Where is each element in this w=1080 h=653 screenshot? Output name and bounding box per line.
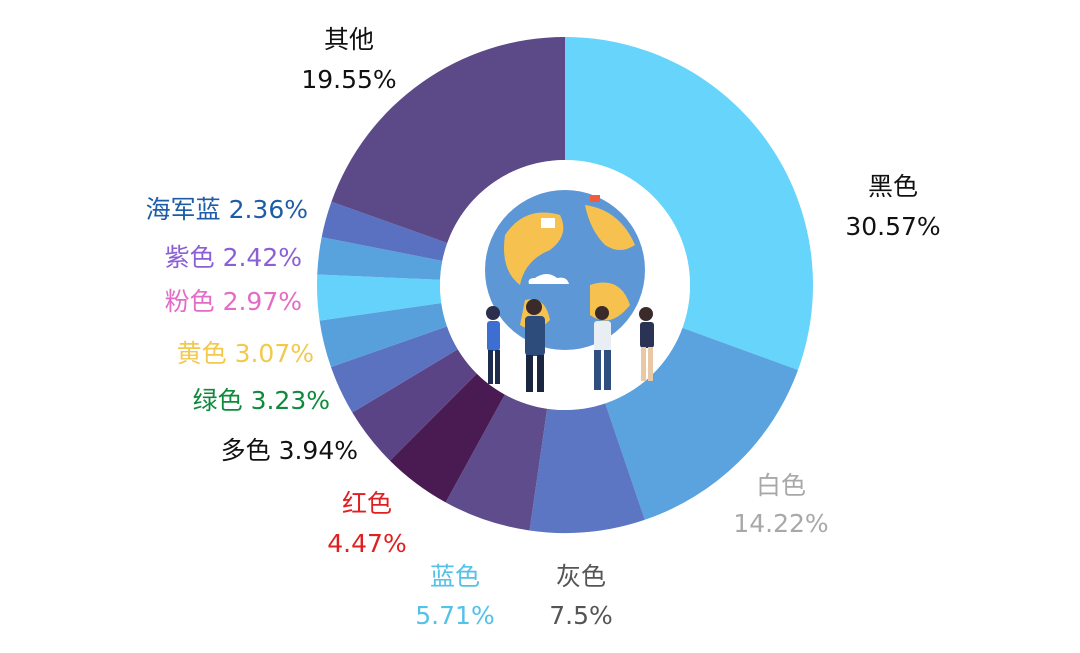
slice-3 [445,394,548,531]
slice-label: 黄色 3.07% [177,339,314,368]
slice-label: 粉色 2.97% [165,287,302,316]
slice-label-value: 4.47% [327,529,406,558]
slice-7 [319,302,448,368]
slice-label: 海军蓝 2.36% [146,195,308,224]
slice-label-value: 30.57% [845,212,940,241]
slice-6 [330,326,458,413]
slice-10 [321,201,448,261]
slice-label-name: 黑色 [868,172,918,201]
slice-0 [565,37,813,370]
slice-2 [529,403,645,533]
slice-label-value: 7.5% [549,601,613,630]
slice-label: 多色 3.94% [221,436,358,465]
slice-label-value: 14.22% [733,509,828,538]
slice-9 [317,237,443,280]
slice-label-value: 5.71% [415,601,494,630]
slice-label-name: 其他 [324,25,374,54]
slice-8 [317,274,442,321]
slice-label: 绿色 3.23% [193,386,330,415]
slice-label-name: 白色 [756,471,806,500]
slice-label-value: 19.55% [301,65,396,94]
slice-4 [390,373,505,503]
slice-label-name: 红色 [342,489,392,518]
globe-people-illustration [485,190,654,392]
slice-labels: 黑色 30.57% 白色 14.22% 灰色 7.5% 蓝色 5.71% 红色 4.47% 多色 3… [146,25,941,630]
slice-1 [605,327,798,520]
slice-11 [331,37,565,244]
slice-label-name: 蓝色 [430,562,480,591]
slice-label: 紫色 2.42% [165,243,302,272]
slice-label-name: 灰色 [556,562,606,591]
slice-5 [352,349,477,461]
